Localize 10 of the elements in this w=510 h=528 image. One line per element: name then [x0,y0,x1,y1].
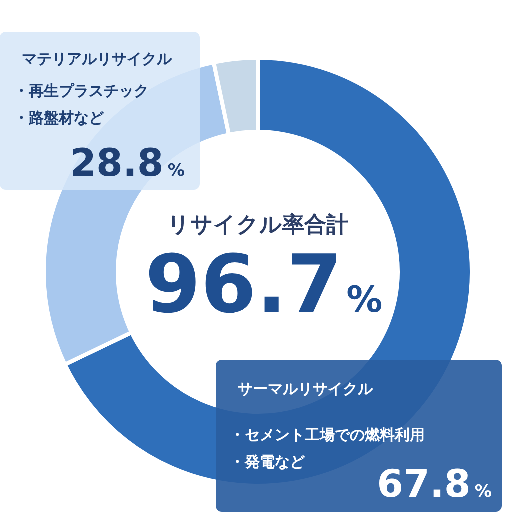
text: ・路盤材など [14,109,105,127]
data-label: 67.8% [377,462,492,506]
text: ・セメント工場での燃料利用 [230,426,425,444]
slice-label: マテリアルリサイクル [22,50,173,68]
slice-label: サーマルリサイクル [238,380,374,398]
text: ・再生プラスチック [14,82,149,100]
text: 96.7% [145,238,383,331]
text: リサイクル率合計 [168,212,348,238]
data-label: 28.8% [70,141,185,185]
text: ・発電など [230,453,306,471]
